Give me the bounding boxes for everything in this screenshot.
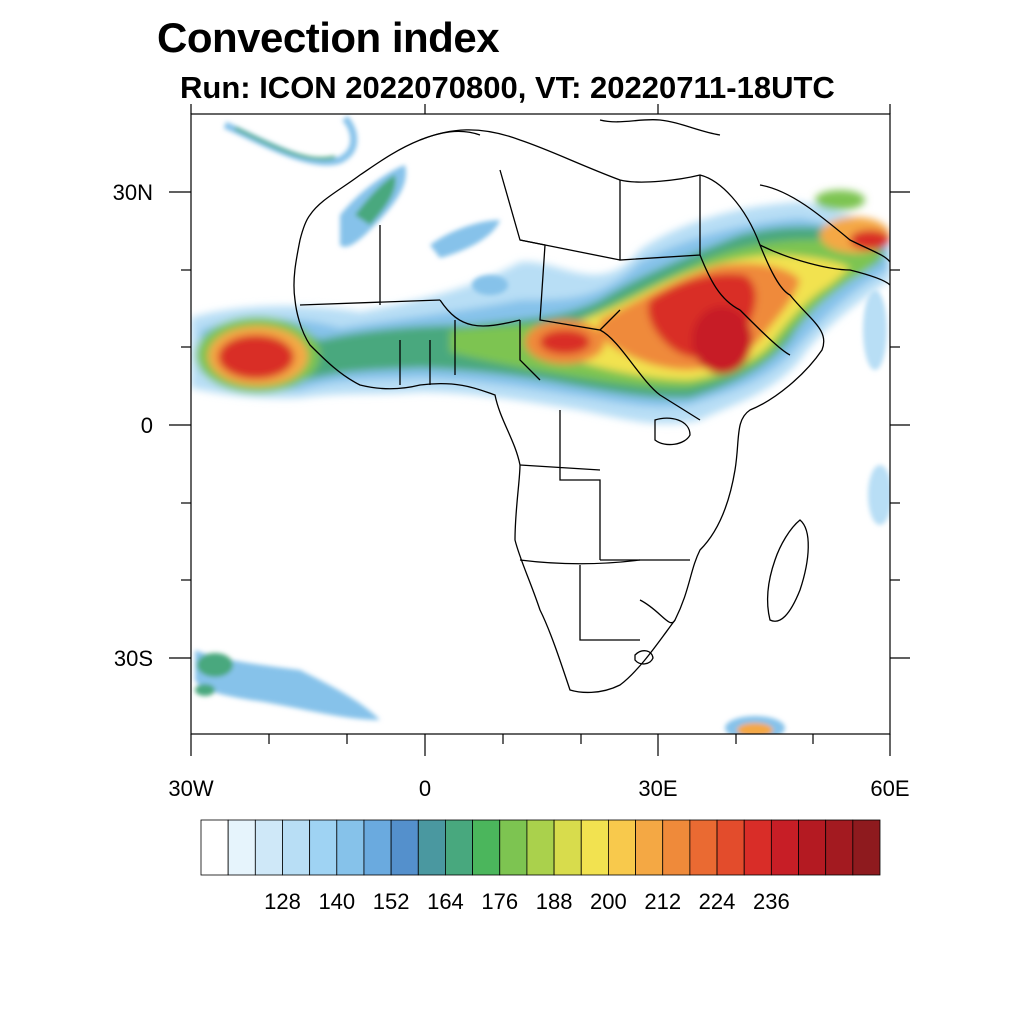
convection-patches xyxy=(195,115,890,734)
colorbar-swatch xyxy=(798,819,827,876)
colorbar-swatch xyxy=(445,819,474,876)
colorbar xyxy=(200,819,881,876)
lat-label-0: 0 xyxy=(140,413,153,438)
colorbar-swatch xyxy=(282,819,311,876)
colorbar-swatch xyxy=(580,819,609,876)
colorbar-tick-label: 152 xyxy=(372,889,410,914)
colorbar-tick-label: 224 xyxy=(698,889,736,914)
colorbar-tick-label: 128 xyxy=(264,889,301,914)
colorbar-swatch xyxy=(254,819,283,876)
colorbar-swatch xyxy=(608,819,636,876)
colorbar-tick-label: 164 xyxy=(427,889,464,914)
colorbar-swatch xyxy=(635,819,664,876)
colorbar-swatch xyxy=(472,819,501,876)
colorbar-tick-label: 236 xyxy=(753,889,790,914)
lon-label-30e: 30E xyxy=(638,776,678,801)
chart-subtitle: Run: ICON 2022070800, VT: 20220711-18UTC xyxy=(180,70,835,105)
colorbar-swatch xyxy=(309,819,338,876)
colorbar-tick-label: 212 xyxy=(644,889,682,914)
colorbar-swatch xyxy=(716,819,745,876)
colorbar-swatch xyxy=(499,819,528,876)
lon-label-60e: 60E xyxy=(870,776,910,801)
lat-label-30n: 30N xyxy=(112,180,153,205)
convection-field xyxy=(191,115,890,734)
chart-title: Convection index xyxy=(157,14,500,61)
colorbar-swatch xyxy=(417,819,446,876)
lon-label-0: 0 xyxy=(418,776,432,801)
colorbar-tick-label: 188 xyxy=(535,889,573,914)
colorbar-swatch xyxy=(770,819,799,876)
colorbar-swatch xyxy=(363,819,392,876)
colorbar-swatch xyxy=(852,819,881,876)
colorbar-swatch xyxy=(689,819,718,876)
map-frame xyxy=(190,113,891,735)
colorbar-swatch xyxy=(825,819,854,876)
colorbar-swatch xyxy=(662,819,691,876)
colorbar-tick-label: 140 xyxy=(318,889,356,914)
colorbar-tick-label: 176 xyxy=(481,889,519,914)
colorbar-swatch xyxy=(227,819,256,876)
colorbar-swatch xyxy=(553,819,582,876)
lon-label-30w: 30W xyxy=(168,776,214,801)
colorbar-tick-label: 200 xyxy=(590,889,627,914)
colorbar-swatch xyxy=(743,819,772,876)
colorbar-swatch xyxy=(526,819,555,876)
lat-label-30s: 30S xyxy=(113,646,153,671)
colorbar-swatch xyxy=(200,819,229,876)
colorbar-swatch xyxy=(336,819,365,876)
axis-ticks xyxy=(169,104,910,756)
colorbar-swatch xyxy=(390,819,419,876)
coastlines xyxy=(293,118,890,694)
